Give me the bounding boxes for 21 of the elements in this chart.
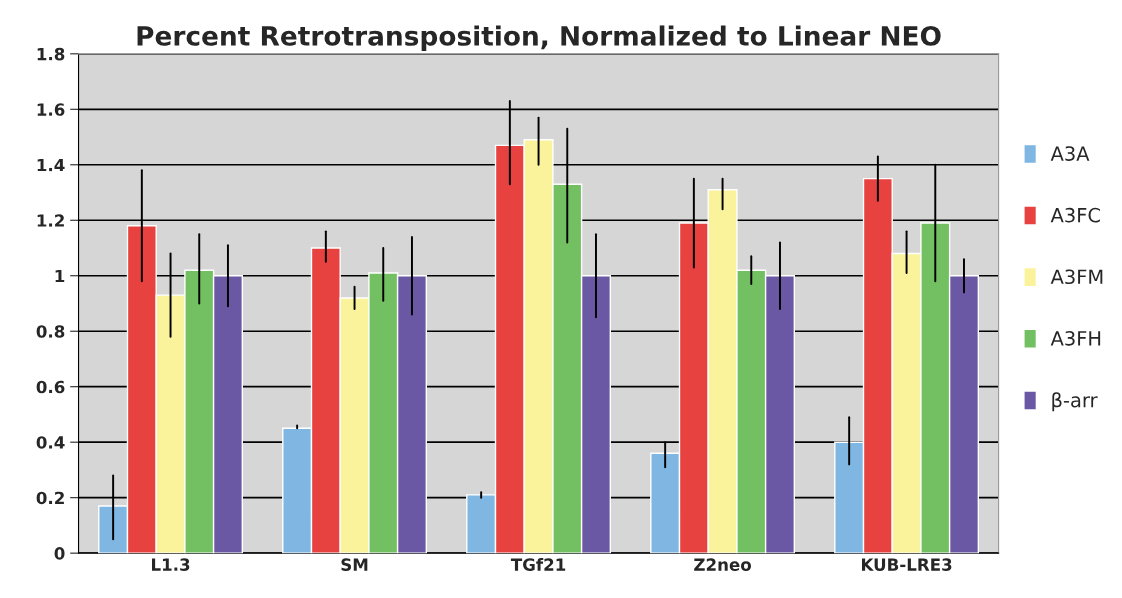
legend-label: β-arr (1052, 392, 1098, 412)
y-tick-label: 0.6 (36, 380, 65, 394)
y-tick-label: 1.2 (37, 214, 64, 227)
legend-label: A3FC (1050, 207, 1100, 223)
y-tick-label: 1.8 (37, 47, 65, 61)
legend-label: A3FH (1050, 330, 1101, 346)
y-tick-label: 0.4 (36, 436, 65, 449)
x-tick-label: KUB-LRE3 (862, 558, 952, 571)
y-tick-label: 0 (54, 547, 65, 560)
legend-label: A3A (1050, 146, 1090, 161)
x-tick-label: SM (341, 558, 368, 571)
x-tick-label: L1.3 (152, 558, 190, 571)
y-tick-label: 0.2 (36, 491, 64, 505)
y-tick-label: 1.4 (37, 158, 65, 172)
y-tick-label: 1 (55, 269, 65, 283)
chart-title: Percent Retrotransposition, Normalized to Linear NEO (137, 25, 941, 51)
x-tick-label: TGf21 (510, 558, 566, 571)
y-tick-label: 1.6 (37, 103, 65, 116)
y-tick-label: 0.8 (36, 325, 65, 338)
x-tick-label: Z2neo (694, 558, 751, 571)
legend-label: A3FM (1050, 269, 1103, 285)
